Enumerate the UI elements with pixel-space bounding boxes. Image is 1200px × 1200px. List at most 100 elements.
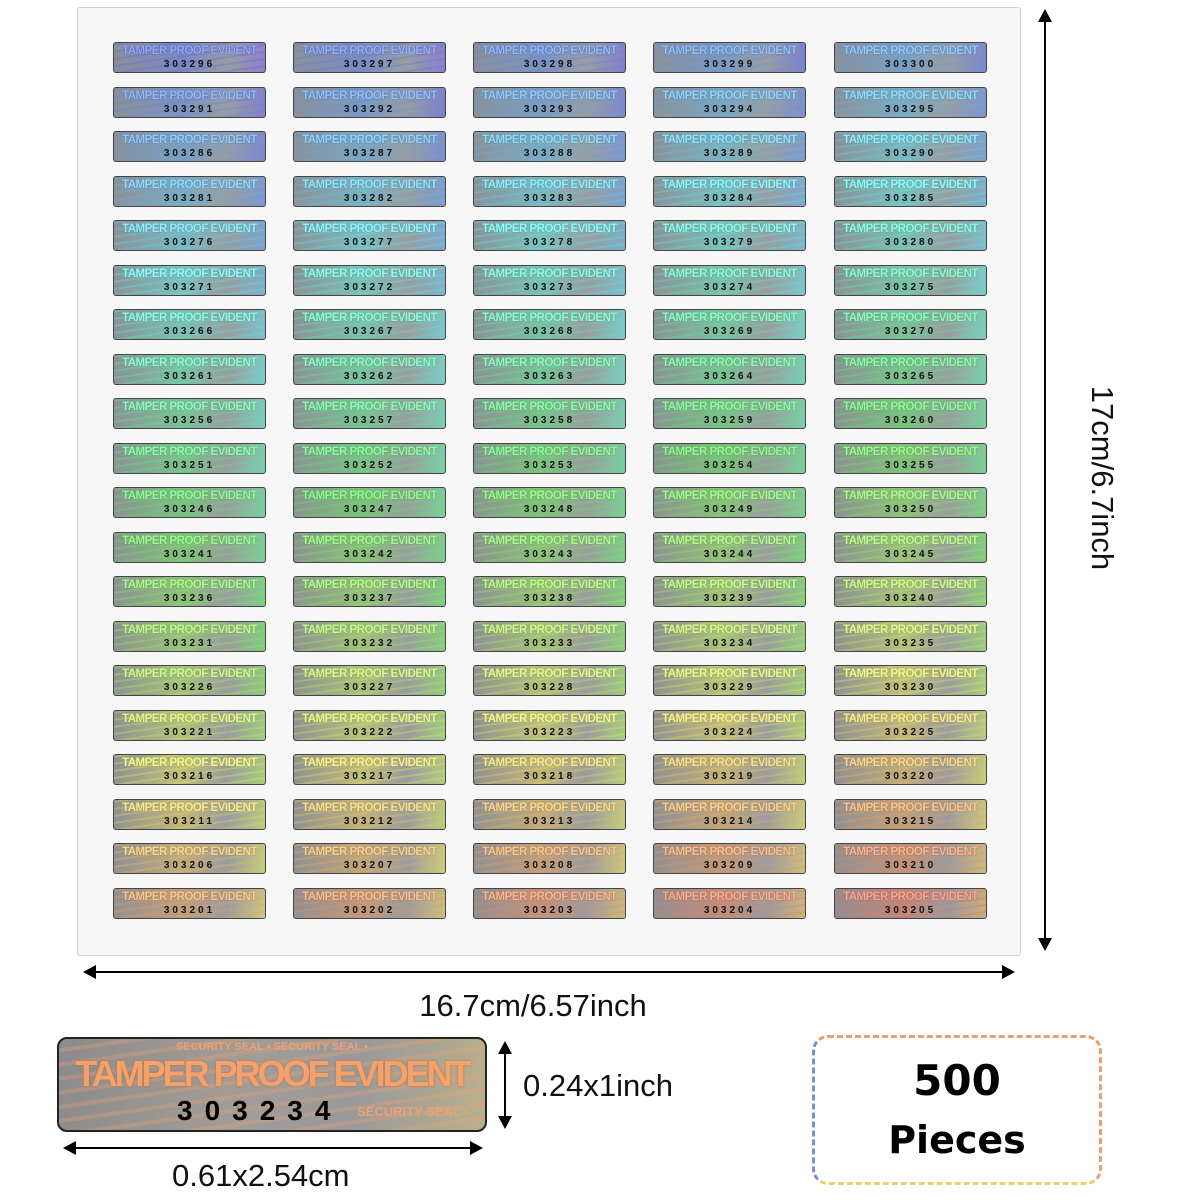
sticker-serial: 303213	[523, 815, 576, 827]
hologram-pattern	[654, 221, 805, 250]
sticker-serial: 303234	[703, 637, 756, 649]
sticker: TAMPER PROOF EVIDENT 303212	[293, 798, 446, 830]
sticker-serial: 303243	[523, 548, 576, 560]
sticker-label: TAMPER PROOF EVIDENT	[662, 223, 797, 235]
sticker: TAMPER PROOF EVIDENT 303240	[834, 576, 987, 607]
sticker-serial: 303269	[703, 326, 756, 337]
sticker-serial: 303290	[884, 148, 937, 159]
hologram-pattern	[835, 87, 986, 117]
sticker-serial: 303255	[884, 459, 937, 471]
sticker-serial: 303257	[343, 415, 396, 426]
sticker-serial: 303256	[163, 415, 216, 426]
sticker-label: TAMPER PROOF EVIDENT	[482, 45, 617, 57]
sticker-label: TAMPER PROOF EVIDENT	[122, 356, 257, 369]
sticker-label: TAMPER PROOF EVIDENT	[482, 757, 617, 769]
sticker-serial: 303207	[343, 860, 396, 871]
hologram-pattern	[114, 888, 265, 918]
sticker: TAMPER PROOF EVIDENT 303242	[293, 531, 446, 563]
sticker-label: TAMPER PROOF EVIDENT	[482, 401, 617, 413]
hologram-pattern	[654, 443, 805, 473]
sticker-serial: 303221	[163, 726, 216, 738]
sticker-serial: 303273	[523, 281, 576, 293]
hologram-pattern	[474, 844, 625, 873]
hologram-pattern	[835, 354, 986, 384]
hologram-pattern	[294, 221, 445, 250]
hologram-pattern	[654, 488, 805, 517]
hologram-pattern	[294, 666, 445, 695]
sticker-label: TAMPER PROOF EVIDENT	[122, 490, 257, 502]
sticker: TAMPER PROOF EVIDENT 303284	[653, 175, 806, 207]
sticker-label: TAMPER PROOF EVIDENT	[482, 668, 617, 680]
sticker-label: TAMPER PROOF EVIDENT	[482, 801, 617, 814]
hologram-pattern	[835, 577, 986, 606]
sticker-label: TAMPER PROOF EVIDENT	[302, 401, 437, 413]
sticker-serial: 303277	[343, 237, 396, 248]
hologram-pattern	[835, 666, 986, 695]
hologram-pattern	[474, 43, 625, 72]
sticker: TAMPER PROOF EVIDENT 303221	[113, 709, 266, 741]
sticker-serial: 303246	[163, 504, 216, 515]
sticker-serial: 303238	[523, 593, 576, 604]
sticker: TAMPER PROOF EVIDENT 303294	[653, 86, 806, 118]
sticker-serial: 303260	[884, 415, 937, 426]
sticker-serial: 303270	[884, 326, 937, 337]
sticker: TAMPER PROOF EVIDENT 303207	[293, 843, 446, 874]
hologram-pattern	[114, 488, 265, 517]
sticker-label: TAMPER PROOF EVIDENT	[122, 401, 257, 413]
hologram-pattern	[654, 265, 805, 295]
sticker: TAMPER PROOF EVIDENT 303249	[653, 487, 806, 518]
sticker-label: TAMPER PROOF EVIDENT	[302, 490, 437, 502]
sticker-label: TAMPER PROOF EVIDENT	[122, 267, 257, 280]
hologram-pattern	[294, 844, 445, 873]
hologram-pattern	[294, 755, 445, 784]
sticker-label: TAMPER PROOF EVIDENT	[302, 579, 437, 591]
sticker-label: TAMPER PROOF EVIDENT	[302, 134, 437, 146]
sticker-label: TAMPER PROOF EVIDENT	[122, 668, 257, 680]
sticker-label: TAMPER PROOF EVIDENT	[662, 267, 797, 280]
sticker-label: TAMPER PROOF EVIDENT	[843, 356, 978, 369]
sticker: TAMPER PROOF EVIDENT 303296	[113, 42, 266, 73]
sticker-label: TAMPER PROOF EVIDENT	[122, 623, 257, 636]
sticker-label: TAMPER PROOF EVIDENT	[122, 534, 257, 547]
sticker-serial: 303282	[343, 192, 396, 204]
hologram-pattern	[835, 710, 986, 740]
sticker-label: TAMPER PROOF EVIDENT	[662, 178, 797, 191]
hologram-pattern	[59, 1039, 485, 1130]
hologram-pattern	[474, 310, 625, 339]
sticker-serial: 303295	[884, 103, 937, 115]
sticker-label: TAMPER PROOF EVIDENT	[302, 89, 437, 102]
sticker-serial: 303296	[163, 59, 216, 70]
sticker-height-arrow	[498, 1041, 512, 1129]
sticker: TAMPER PROOF EVIDENT 303257	[293, 398, 446, 429]
hologram-pattern	[114, 621, 265, 651]
hologram-pattern	[294, 354, 445, 384]
sticker: TAMPER PROOF EVIDENT 303280	[834, 220, 987, 251]
hologram-pattern	[114, 844, 265, 873]
sticker: TAMPER PROOF EVIDENT 303237	[293, 576, 446, 607]
hologram-pattern	[835, 176, 986, 206]
hologram-pattern	[654, 666, 805, 695]
sticker-label: TAMPER PROOF EVIDENT	[662, 668, 797, 680]
sticker: TAMPER PROOF EVIDENT 303277	[293, 220, 446, 251]
sticker-label: TAMPER PROOF EVIDENT	[302, 668, 437, 680]
hologram-pattern	[474, 532, 625, 562]
hologram-pattern	[835, 132, 986, 161]
sticker-serial: 303284	[703, 192, 756, 204]
hologram-pattern	[654, 532, 805, 562]
sticker-label: TAMPER PROOF EVIDENT	[662, 623, 797, 636]
sticker-serial: 303215	[884, 815, 937, 827]
hologram-pattern	[114, 176, 265, 206]
sticker-label: TAMPER PROOF EVIDENT	[662, 890, 797, 903]
sticker: TAMPER PROOF EVIDENT 303287	[293, 131, 446, 162]
sticker-label: TAMPER PROOF EVIDENT	[122, 846, 257, 858]
sticker: TAMPER PROOF EVIDENT 303251	[113, 442, 266, 474]
sticker-serial: 303275	[884, 281, 937, 293]
hologram-pattern	[835, 265, 986, 295]
hologram-pattern	[294, 799, 445, 829]
sticker-label: TAMPER PROOF EVIDENT	[302, 312, 437, 324]
hologram-pattern	[835, 310, 986, 339]
sticker: TAMPER PROOF EVIDENT 303286	[113, 131, 266, 162]
sticker: TAMPER PROOF EVIDENT 303290	[834, 131, 987, 162]
sticker-serial: 303292	[343, 103, 396, 115]
sticker-label: TAMPER PROOF EVIDENT	[122, 312, 257, 324]
